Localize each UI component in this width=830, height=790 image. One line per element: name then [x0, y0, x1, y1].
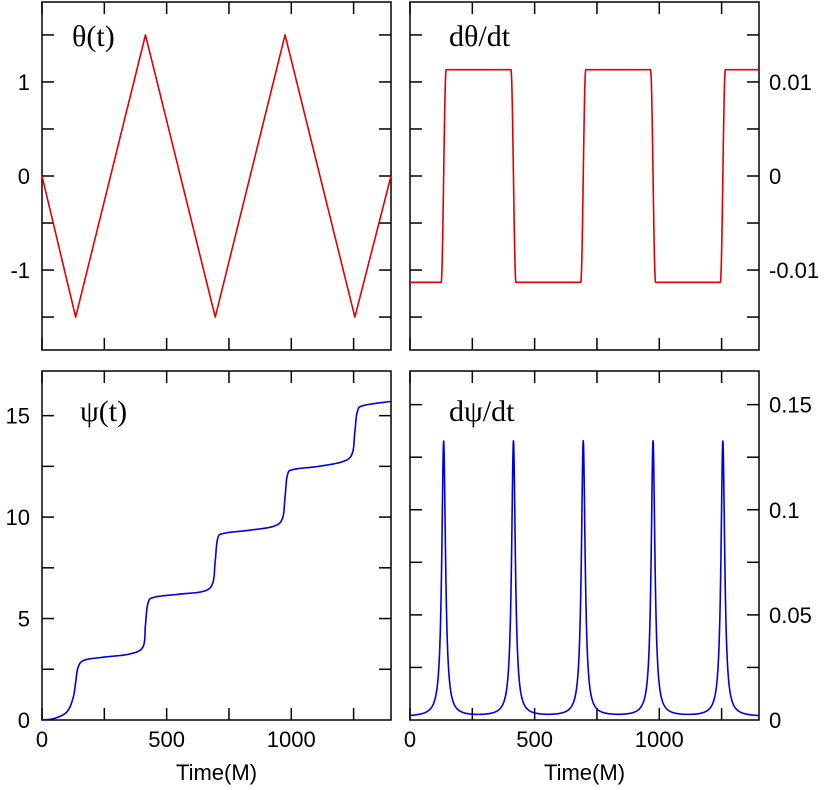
x-tick-label: 0 — [404, 727, 416, 752]
plot-frame-dtheta — [409, 1, 760, 351]
x-tick-label: 500 — [516, 727, 553, 752]
y-tick-label: 15 — [6, 404, 30, 429]
series-line-psi — [41, 400, 392, 721]
panel-theta: -1 0 1 θ(t) — [10, 1, 392, 351]
y-tick-label: 0 — [18, 708, 30, 733]
y-tick-label: 0 — [769, 164, 781, 189]
plot-frame-psi — [41, 370, 392, 721]
panel-psi: 0 500 1000 0 5 10 15 Time(M) ψ(t) — [6, 370, 392, 785]
series-line-dtheta — [410, 68, 759, 284]
series-line-theta — [41, 34, 392, 318]
series-line-dpsi — [409, 439, 760, 717]
panel-title: dψ/dt — [449, 395, 515, 428]
panel-title: ψ(t) — [80, 395, 127, 428]
y-tick-label: -0.01 — [769, 258, 819, 283]
y-tick-label: 5 — [18, 607, 30, 632]
panel-title: dθ/dt — [449, 20, 511, 53]
x-tick-label: 500 — [148, 727, 185, 752]
x-tick-label: 1000 — [267, 727, 316, 752]
y-tick-label: 1 — [18, 70, 30, 95]
x-axis-label: Time(M) — [544, 760, 625, 785]
x-tick-label: 1000 — [635, 727, 684, 752]
panel-dtheta: -0.01 0 0.01 dθ/dt — [409, 1, 819, 351]
panel-title: θ(t) — [72, 20, 115, 53]
y-tick-label: 0.01 — [769, 70, 812, 95]
x-tick-label: 0 — [36, 727, 48, 752]
y-tick-label: 0 — [769, 708, 781, 733]
y-tick-label: 0.1 — [769, 498, 800, 523]
y-tick-label: 0.05 — [769, 603, 812, 628]
y-tick-label: -1 — [10, 258, 30, 283]
y-tick-label: 0 — [18, 164, 30, 189]
x-axis-label: Time(M) — [176, 760, 257, 785]
plot-frame-dpsi — [409, 370, 760, 721]
plot-frame-theta — [41, 1, 392, 351]
y-tick-label: 0.15 — [769, 393, 812, 418]
y-tick-label: 10 — [6, 505, 30, 530]
panel-dpsi: 0 500 1000 0 0.05 0.1 0.15 Time(M) dψ/dt — [404, 370, 812, 785]
